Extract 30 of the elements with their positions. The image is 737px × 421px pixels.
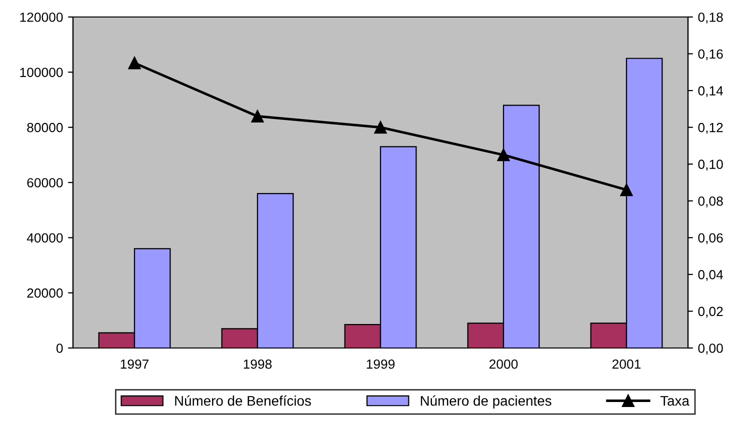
y2-tick-label: 0,14	[698, 86, 724, 98]
y2-tick-label: 0,18	[698, 12, 723, 24]
point	[374, 121, 387, 134]
y2-tick-label: 0,06	[698, 233, 723, 244]
x-tick-label: 2001	[612, 359, 641, 369]
y2-tick-label: 0,08	[698, 196, 723, 208]
x-tick-label: 1999	[366, 359, 395, 369]
y-tick-label: 20000	[27, 288, 63, 298]
point	[251, 110, 264, 123]
y-tick-label: 100000	[20, 68, 63, 78]
y2-tick-label: 0,16	[698, 49, 723, 60]
x-tick-label: 1997	[120, 359, 149, 369]
legend-label: Número de Benefícios	[175, 395, 311, 406]
x-tick-label: 2000	[489, 359, 518, 369]
point	[497, 148, 510, 162]
legend-label: Número de pacientes	[420, 395, 552, 408]
x-tick-label: 1998	[244, 359, 272, 369]
point	[128, 56, 141, 70]
y-tick-label: 0	[56, 344, 63, 353]
y2-tick-label: 0,10	[698, 160, 723, 171]
y-tick-label: 120000	[20, 12, 63, 22]
point	[620, 184, 633, 196]
y2-tick-label: 0,12	[698, 122, 723, 134]
legend-label: Taxa	[660, 396, 690, 406]
y-tick-label: 40000	[26, 233, 63, 243]
y-tick-label: 60000	[27, 178, 63, 188]
y2-tick-label: 0,04	[698, 270, 724, 281]
y2-tick-label: 0,02	[698, 306, 723, 318]
y2-tick-label: 0,00	[698, 344, 723, 354]
y-tick-label: 80000	[27, 122, 63, 132]
